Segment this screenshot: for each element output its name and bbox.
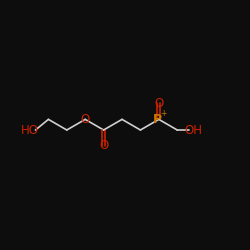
Text: P: P xyxy=(153,113,162,126)
Text: +: + xyxy=(160,110,167,118)
Text: HO: HO xyxy=(21,124,39,136)
Text: OH: OH xyxy=(184,124,202,136)
Text: O: O xyxy=(154,97,164,110)
Text: O: O xyxy=(80,113,90,126)
Text: O: O xyxy=(99,140,108,152)
